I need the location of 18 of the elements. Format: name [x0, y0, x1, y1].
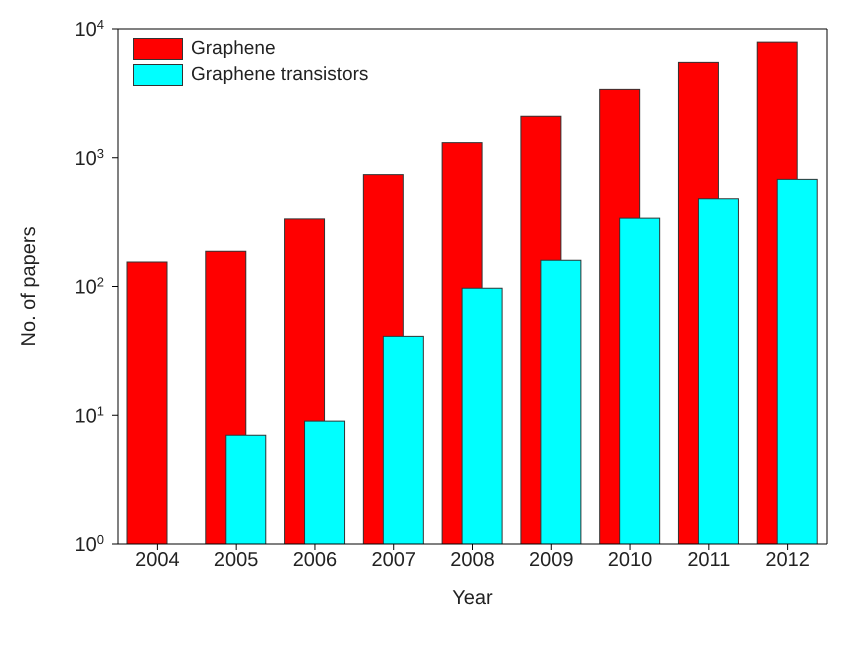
x-tick-label: 2009 — [529, 549, 574, 572]
x-tick-label: 2012 — [765, 549, 810, 572]
x-tick-label: 2010 — [608, 549, 652, 572]
y-axis-title: No. of papers — [18, 226, 40, 346]
y-tick-label: 10$^{1}$ — [74, 402, 104, 428]
x-tick-label: 2004 — [135, 549, 180, 572]
y-tick-label: 10$^{0}$ — [74, 532, 104, 556]
y-tick-label: 10$^{3}$ — [74, 145, 104, 170]
x-tick-label: 2005 — [214, 549, 258, 572]
x-tick-label: 2008 — [450, 549, 495, 572]
x-axis-title: Year — [452, 587, 494, 609]
y-tick-label: 10$^{4}$ — [74, 16, 104, 41]
x-tick-label: 2006 — [292, 549, 338, 572]
y-tick-label: 10$^{2}$ — [74, 274, 104, 298]
legend-label: Graphene — [191, 38, 276, 60]
legend-label: Graphene transistors — [191, 64, 368, 86]
x-tick-label: 2011 — [687, 549, 730, 572]
x-tick-label: 2007 — [371, 549, 416, 572]
